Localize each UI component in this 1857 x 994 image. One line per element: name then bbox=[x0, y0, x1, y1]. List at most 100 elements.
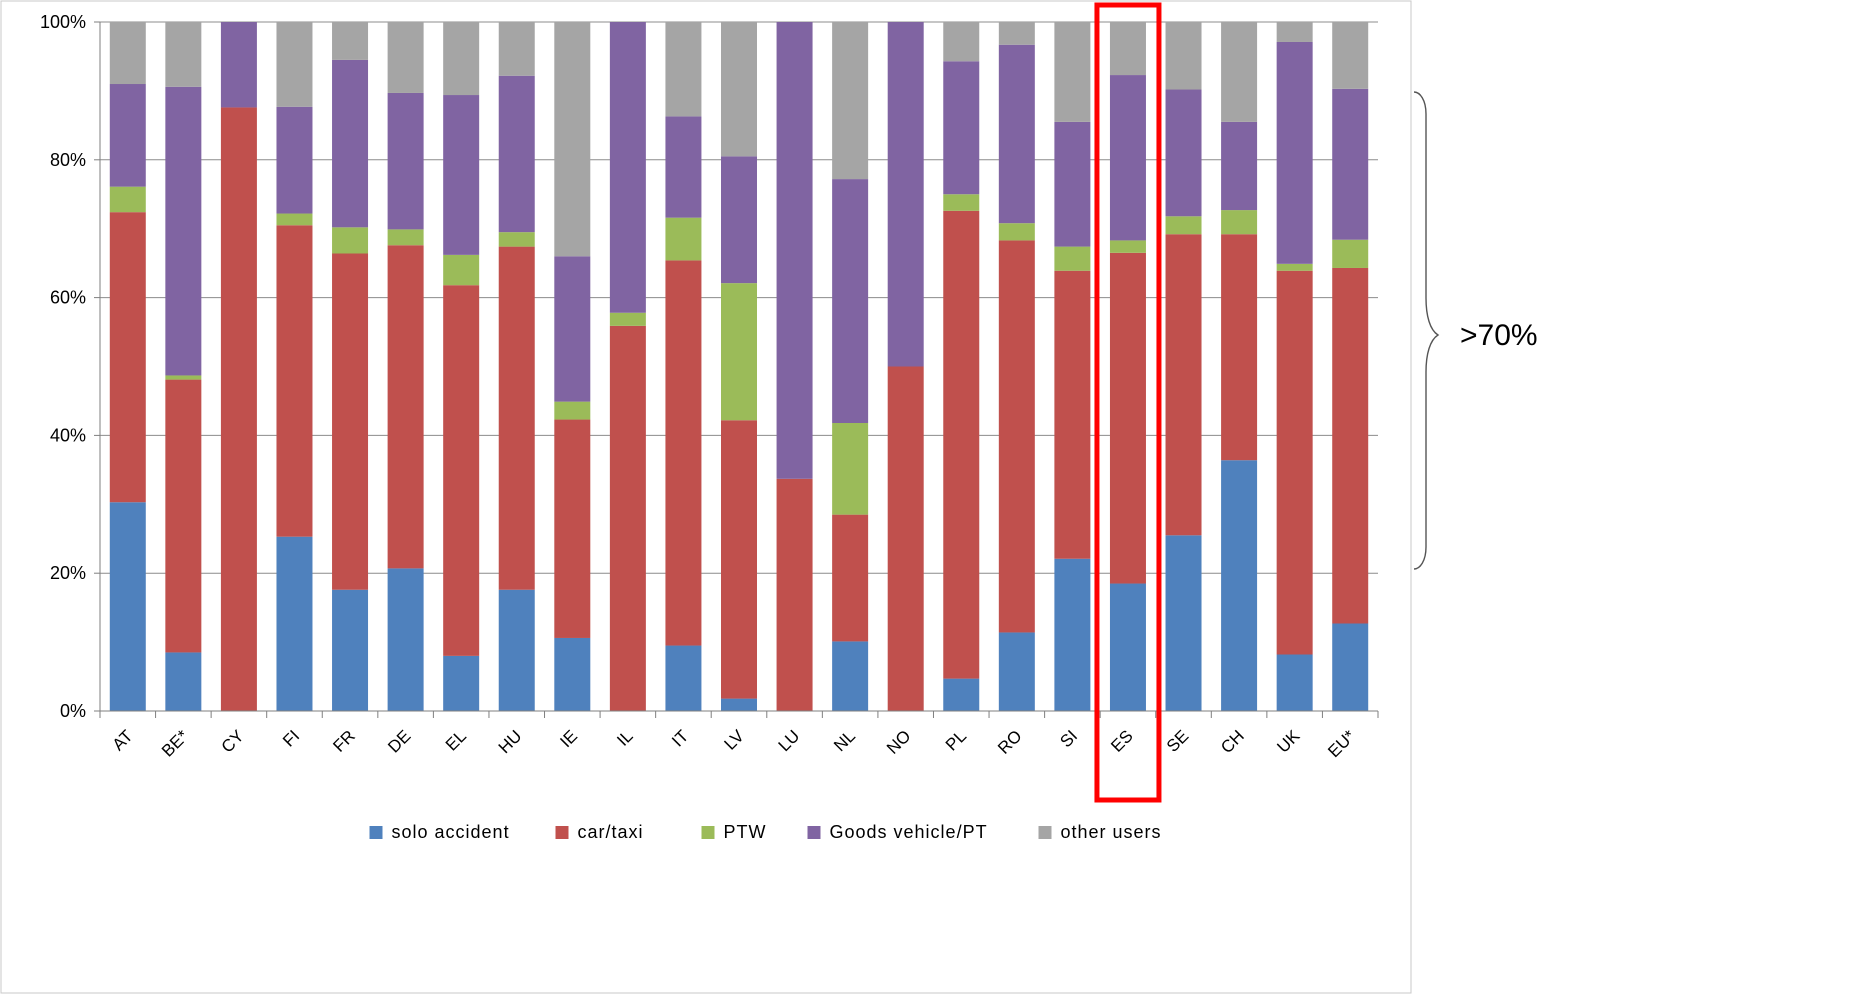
legend: solo accident car/taxi PTW Goods vehicle/PT… bbox=[369, 822, 1161, 842]
bar-segment-other-users bbox=[943, 22, 980, 62]
bar-segment-goods-vehicle-pt bbox=[387, 92, 424, 230]
bar-segment-goods-vehicle-pt bbox=[832, 179, 869, 423]
bar-segment-solo-accident bbox=[1276, 654, 1313, 711]
bar-segment-ptw bbox=[387, 229, 424, 246]
y-tick-label: 40% bbox=[50, 425, 86, 445]
legend-label: solo accident bbox=[392, 822, 510, 842]
bar-segment-goods-vehicle-pt bbox=[109, 84, 146, 187]
bar-segment-goods-vehicle-pt bbox=[220, 22, 257, 108]
bar-segment-solo-accident bbox=[721, 698, 757, 711]
legend-swatch bbox=[807, 826, 821, 839]
bar-segment-other-users bbox=[665, 22, 702, 117]
highlight bbox=[1094, 2, 1162, 803]
y-tick-label: 100% bbox=[40, 12, 86, 32]
bar-segment-car-taxi bbox=[1276, 270, 1313, 655]
bar-segment-goods-vehicle-pt bbox=[554, 256, 591, 402]
bar-segment-car-taxi bbox=[776, 478, 813, 711]
y-tick-label: 60% bbox=[50, 288, 86, 308]
bar-segment-ptw bbox=[1109, 240, 1146, 253]
bar-segment-other-users bbox=[1332, 22, 1369, 89]
bar-segment-solo-accident bbox=[165, 652, 202, 711]
bar-segment-other-users bbox=[1276, 22, 1313, 42]
bar-segment-goods-vehicle-pt bbox=[998, 44, 1035, 224]
legend-swatch bbox=[369, 826, 383, 839]
bar-segment-car-taxi bbox=[109, 212, 146, 503]
bar-segment-goods-vehicle-pt bbox=[776, 22, 813, 479]
bar-segment-ptw bbox=[1276, 263, 1313, 271]
bar-segment-ptw bbox=[332, 227, 369, 254]
bar-segment-car-taxi bbox=[1332, 267, 1369, 624]
bar-segment-ptw bbox=[1165, 216, 1202, 235]
bar-segment-goods-vehicle-pt bbox=[1054, 121, 1091, 247]
bar-segment-car-taxi bbox=[332, 253, 369, 590]
bar-segment-car-taxi bbox=[554, 419, 591, 638]
bar-segment-other-users bbox=[276, 22, 313, 107]
bar-segment-other-users bbox=[443, 22, 480, 96]
bar-segment-goods-vehicle-pt bbox=[276, 106, 313, 214]
bar-segment-car-taxi bbox=[887, 366, 924, 711]
bar-segment-car-taxi bbox=[1109, 252, 1146, 584]
bar-segment-other-users bbox=[721, 22, 757, 157]
bar-segment-solo-accident bbox=[554, 637, 591, 711]
bar-segment-car-taxi bbox=[387, 245, 424, 569]
bar-segment-ptw bbox=[998, 223, 1035, 241]
bar-segment-goods-vehicle-pt bbox=[887, 22, 924, 367]
bar-segment-goods-vehicle-pt bbox=[1332, 88, 1369, 240]
bar-segment-car-taxi bbox=[220, 107, 257, 712]
bar-segment-ptw bbox=[109, 186, 146, 213]
bar-segment-car-taxi bbox=[498, 246, 535, 590]
bar-segment-solo-accident bbox=[332, 589, 369, 711]
bar-segment-goods-vehicle-pt bbox=[1109, 75, 1146, 241]
bar-segment-goods-vehicle-pt bbox=[1276, 41, 1313, 264]
bar-segment-goods-vehicle-pt bbox=[943, 61, 980, 195]
bar-segment-ptw bbox=[721, 283, 757, 421]
bar-segment-goods-vehicle-pt bbox=[443, 95, 480, 255]
legend-label: Goods vehicle/PT bbox=[830, 822, 988, 842]
bar-segment-solo-accident bbox=[943, 678, 980, 711]
y-tick-label: 20% bbox=[50, 563, 86, 583]
annotation-brace: >70% bbox=[1413, 91, 1538, 570]
bar-segment-goods-vehicle-pt bbox=[498, 75, 535, 233]
bar-segment-other-users bbox=[1109, 22, 1146, 76]
bar-segment-goods-vehicle-pt bbox=[332, 59, 369, 228]
bar-segment-ptw bbox=[276, 213, 313, 226]
bar-segment-car-taxi bbox=[1165, 234, 1202, 536]
bar-segment-other-users bbox=[1054, 22, 1091, 122]
bar-segment-car-taxi bbox=[165, 379, 202, 653]
bar-segment-ptw bbox=[832, 422, 869, 515]
bar-segment-ptw bbox=[1332, 239, 1369, 268]
bar-segment-solo-accident bbox=[276, 536, 313, 711]
bar-segment-other-users bbox=[498, 22, 535, 76]
bar-segment-ptw bbox=[165, 375, 202, 380]
bar-segment-goods-vehicle-pt bbox=[665, 116, 702, 218]
bar-segment-ptw bbox=[609, 312, 646, 326]
bar-segment-goods-vehicle-pt bbox=[1165, 89, 1202, 217]
bar-segment-other-users bbox=[109, 22, 146, 85]
y-tick-label: 80% bbox=[50, 150, 86, 170]
bar-segment-solo-accident bbox=[665, 645, 702, 711]
legend-swatch bbox=[1038, 826, 1052, 839]
bar-segment-other-users bbox=[165, 22, 202, 87]
bar-segment-car-taxi bbox=[943, 210, 980, 679]
bar-segment-solo-accident bbox=[1054, 558, 1091, 711]
legend-swatch bbox=[555, 826, 569, 839]
bar-segment-solo-accident bbox=[1332, 623, 1369, 711]
bars bbox=[109, 22, 1369, 712]
brace-path bbox=[1413, 91, 1440, 570]
bar-segment-car-taxi bbox=[1221, 234, 1258, 461]
bar-segment-solo-accident bbox=[998, 632, 1035, 711]
bar-segment-car-taxi bbox=[609, 325, 646, 711]
legend-swatch bbox=[701, 826, 715, 839]
bar-segment-car-taxi bbox=[1054, 270, 1091, 559]
bar-segment-solo-accident bbox=[443, 655, 480, 711]
bar-segment-solo-accident bbox=[498, 589, 535, 711]
bar-segment-solo-accident bbox=[109, 502, 146, 711]
bar-segment-solo-accident bbox=[1109, 583, 1146, 711]
bar-segment-ptw bbox=[498, 232, 535, 247]
bar-segment-other-users bbox=[998, 22, 1035, 45]
bar-segment-ptw bbox=[1054, 246, 1091, 271]
bar-segment-ptw bbox=[1221, 210, 1258, 235]
legend-label: car/taxi bbox=[578, 822, 644, 842]
bar-segment-goods-vehicle-pt bbox=[721, 156, 757, 284]
bar-segment-car-taxi bbox=[665, 260, 702, 646]
